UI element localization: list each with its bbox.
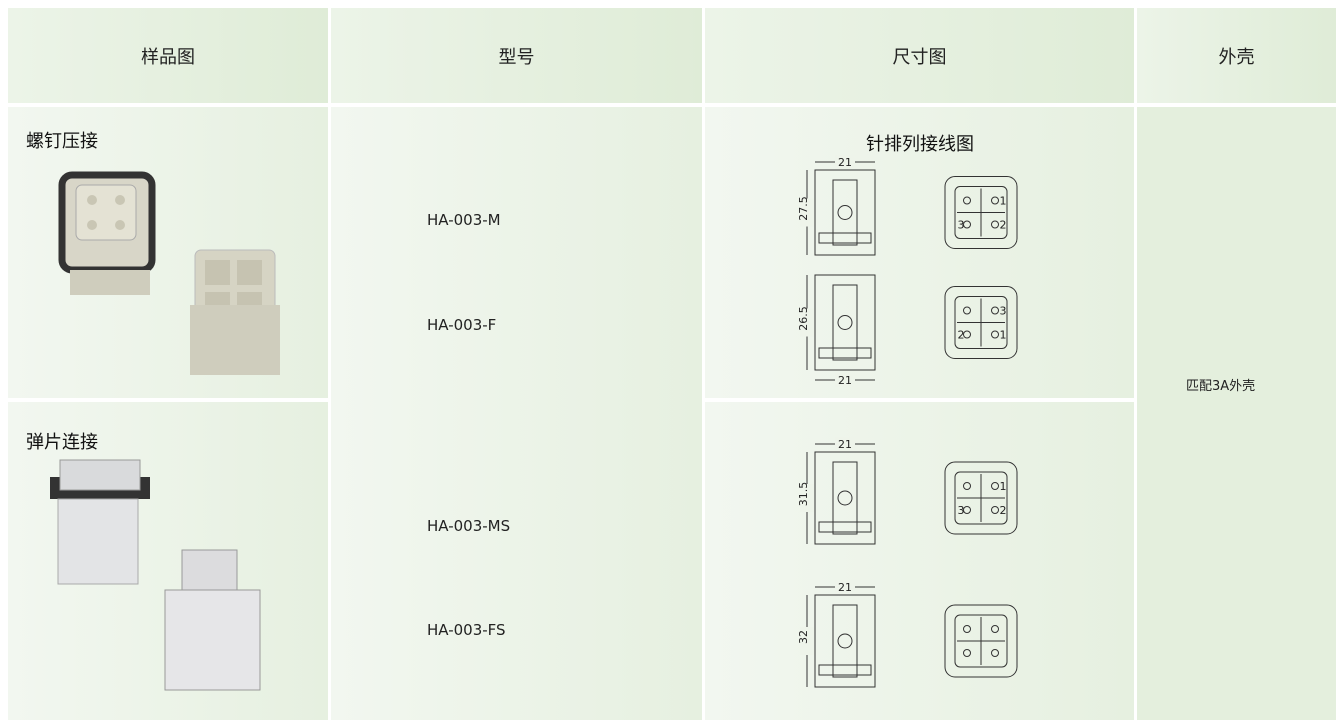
front-view bbox=[944, 176, 1018, 249]
housing-cell bbox=[1137, 107, 1336, 720]
front-inner bbox=[954, 186, 1008, 239]
dim-width: 21 bbox=[838, 156, 852, 169]
side-base bbox=[818, 664, 872, 676]
pin-number: 1 bbox=[1000, 480, 1007, 493]
dim-bg bbox=[835, 155, 855, 169]
header-cell: 尺寸图 bbox=[705, 8, 1134, 103]
pin bbox=[991, 306, 999, 315]
side-view bbox=[814, 274, 876, 371]
pin bbox=[963, 482, 971, 490]
dim-bg bbox=[835, 437, 855, 451]
model-name: HA-003-FS bbox=[427, 621, 506, 639]
side-detail bbox=[832, 604, 858, 678]
model-name: HA-003-F bbox=[427, 316, 497, 334]
front-inner bbox=[954, 614, 1008, 668]
pin-number: 2 bbox=[1000, 504, 1007, 517]
pin bbox=[963, 649, 971, 657]
dim-height: 31.5 bbox=[797, 482, 810, 507]
header-text: 样品图 bbox=[141, 46, 195, 68]
dim-height: 32 bbox=[797, 630, 810, 644]
drawing-title: 针排列接线图 bbox=[866, 134, 974, 155]
dim-bg bbox=[800, 198, 814, 227]
front-view bbox=[944, 286, 1018, 359]
pin-number: 3 bbox=[1000, 305, 1007, 318]
pin-number: 3 bbox=[958, 504, 965, 517]
pin-number: 3 bbox=[958, 219, 965, 232]
header-text: 尺寸图 bbox=[892, 46, 947, 68]
pin-number: 2 bbox=[958, 329, 965, 342]
model-name: HA-003-M bbox=[427, 211, 501, 229]
screw bbox=[837, 315, 853, 330]
dim-bg bbox=[835, 580, 855, 594]
pin bbox=[991, 506, 999, 514]
side-view bbox=[814, 169, 876, 256]
pin bbox=[991, 196, 999, 205]
group-label: 螺钉压接 bbox=[26, 131, 98, 152]
product-image bbox=[58, 171, 280, 375]
dim-bg bbox=[800, 484, 814, 512]
front-view bbox=[944, 604, 1018, 678]
pin bbox=[963, 330, 971, 339]
drawing-cell bbox=[705, 402, 1134, 720]
screw bbox=[837, 490, 853, 506]
drawing-cell bbox=[705, 107, 1134, 398]
dim-height: 26.5 bbox=[797, 306, 810, 331]
pin-number: 2 bbox=[1000, 219, 1007, 232]
side-detail bbox=[832, 179, 858, 246]
pin bbox=[963, 220, 971, 229]
housing-text: 匹配3A外壳 bbox=[1186, 379, 1256, 394]
side-detail bbox=[832, 284, 858, 361]
header-cell: 样品图 bbox=[8, 8, 328, 103]
pin-number: 1 bbox=[1000, 195, 1007, 208]
screw bbox=[837, 633, 853, 649]
product-image bbox=[50, 459, 261, 691]
dim-width: 21 bbox=[838, 438, 852, 451]
pin bbox=[963, 625, 971, 633]
side-base bbox=[818, 521, 872, 533]
dim-width: 21 bbox=[838, 374, 852, 387]
pin bbox=[991, 625, 999, 633]
pin bbox=[963, 196, 971, 205]
side-view bbox=[814, 594, 876, 688]
dim-bg bbox=[835, 373, 855, 387]
pin bbox=[991, 649, 999, 657]
dim-height: 27.5 bbox=[797, 196, 810, 221]
header-cell: 型号 bbox=[331, 8, 702, 103]
header-text: 外壳 bbox=[1218, 46, 1255, 68]
pin bbox=[991, 220, 999, 229]
pin-number: 1 bbox=[1000, 329, 1007, 342]
dim-bg bbox=[800, 627, 814, 655]
front-view bbox=[944, 461, 1018, 535]
front-inner bbox=[954, 471, 1008, 525]
pin bbox=[963, 306, 971, 315]
group-label: 弹片连接 bbox=[26, 432, 98, 453]
side-detail bbox=[832, 461, 858, 535]
model-cell bbox=[331, 107, 702, 720]
side-base bbox=[818, 232, 872, 244]
screw bbox=[837, 205, 853, 220]
pin bbox=[991, 330, 999, 339]
dim-width: 21 bbox=[838, 581, 852, 594]
header-text: 型号 bbox=[498, 46, 535, 68]
header-cell: 外壳 bbox=[1137, 8, 1336, 103]
pin bbox=[963, 506, 971, 514]
model-name: HA-003-MS bbox=[427, 517, 511, 535]
front-inner bbox=[954, 296, 1008, 349]
side-view bbox=[814, 451, 876, 545]
side-base bbox=[818, 347, 872, 359]
dim-bg bbox=[800, 308, 814, 337]
pin bbox=[991, 482, 999, 490]
